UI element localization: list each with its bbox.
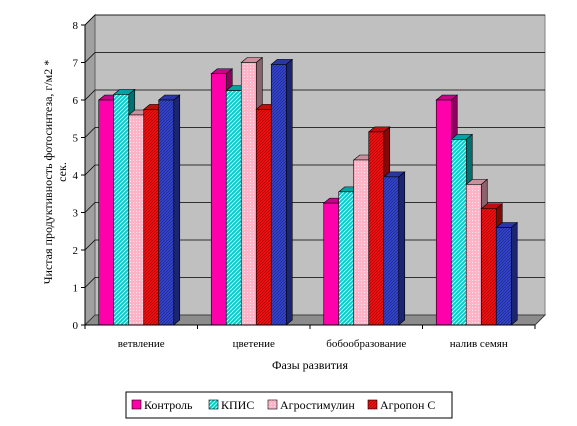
bar-front — [480, 208, 497, 326]
legend-label-kontrol: Контроль — [144, 398, 193, 412]
legend-swatch-agrostimulin — [267, 399, 278, 410]
y-tick-label: 0 — [73, 320, 79, 332]
y-axis-title: Чистая продуктивность фотосинтеза, г/м2 … — [41, 60, 69, 285]
gridline-side — [84, 164, 96, 176]
bar-front — [143, 109, 160, 326]
y-tick-label: 4 — [73, 170, 79, 182]
x-tick-label: цветение — [233, 338, 275, 350]
x-tick-label: налив семян — [450, 338, 508, 350]
x-tick-label: ветвление — [118, 338, 165, 350]
bar — [157, 94, 181, 326]
bar-front — [158, 99, 175, 326]
y-tick-label: 6 — [73, 95, 79, 107]
bar-front — [98, 99, 115, 326]
bar-front — [128, 114, 145, 326]
y-axis-title-line-2: сек. — [55, 162, 69, 182]
gridline-side — [84, 239, 96, 251]
gridline-side — [84, 52, 96, 63]
legend: Контроль КПИС Агростимулин Агропон С — [125, 391, 453, 419]
bar-front — [323, 202, 340, 326]
bar-front — [210, 73, 227, 326]
legend-swatch-agropon — [367, 399, 378, 410]
gridline-side — [84, 127, 96, 138]
bar-front — [113, 94, 130, 326]
bar — [270, 58, 294, 326]
bar-side — [398, 171, 406, 326]
y-tick-label: 2 — [73, 245, 79, 257]
x-tick-label: бобообразование — [326, 338, 406, 350]
bar-front — [495, 227, 512, 326]
bar-front — [240, 62, 257, 326]
bar-front — [450, 139, 467, 326]
gridline-side — [84, 14, 96, 26]
bar-side — [285, 58, 293, 326]
bar-front — [353, 159, 370, 326]
legend-label-agropon: Агропон С — [380, 398, 435, 412]
x-axis: ветвление цветение бобообразование налив се… — [84, 324, 536, 350]
bar-front — [255, 109, 272, 326]
bars — [97, 56, 519, 326]
gridline-side — [84, 202, 96, 213]
bar-front — [465, 184, 482, 326]
bar — [495, 221, 519, 326]
y-tick-label: 3 — [73, 208, 79, 220]
bar-front — [435, 99, 452, 326]
bar-front — [270, 64, 287, 326]
legend-label-agrostimulin: Агростимулин — [280, 398, 355, 412]
y-tick-label: 1 — [73, 283, 79, 295]
legend-box — [125, 391, 453, 419]
y-axis: 0 1 2 3 4 5 6 7 8 — [73, 20, 86, 332]
gridline-side — [84, 277, 96, 288]
bar-front — [338, 191, 355, 326]
y-tick-label: 8 — [73, 20, 79, 32]
legend-label-kpis: КПИС — [221, 398, 254, 412]
bar-side — [510, 221, 518, 326]
y-axis-title-line-1: Чистая продуктивность фотосинтеза, г/м2 … — [41, 60, 55, 285]
y-tick-label: 7 — [73, 58, 79, 70]
y-tick-label: 5 — [73, 133, 79, 145]
x-axis-title: Фазы развития — [272, 358, 348, 372]
bar-front — [368, 131, 385, 326]
legend-swatch-kpis — [208, 399, 219, 410]
legend-swatch-kontrol — [131, 399, 142, 410]
gridline-side — [84, 89, 96, 101]
bar — [382, 171, 406, 326]
bar-front — [225, 90, 242, 326]
bar-side — [173, 94, 181, 326]
bar-front — [383, 176, 400, 326]
